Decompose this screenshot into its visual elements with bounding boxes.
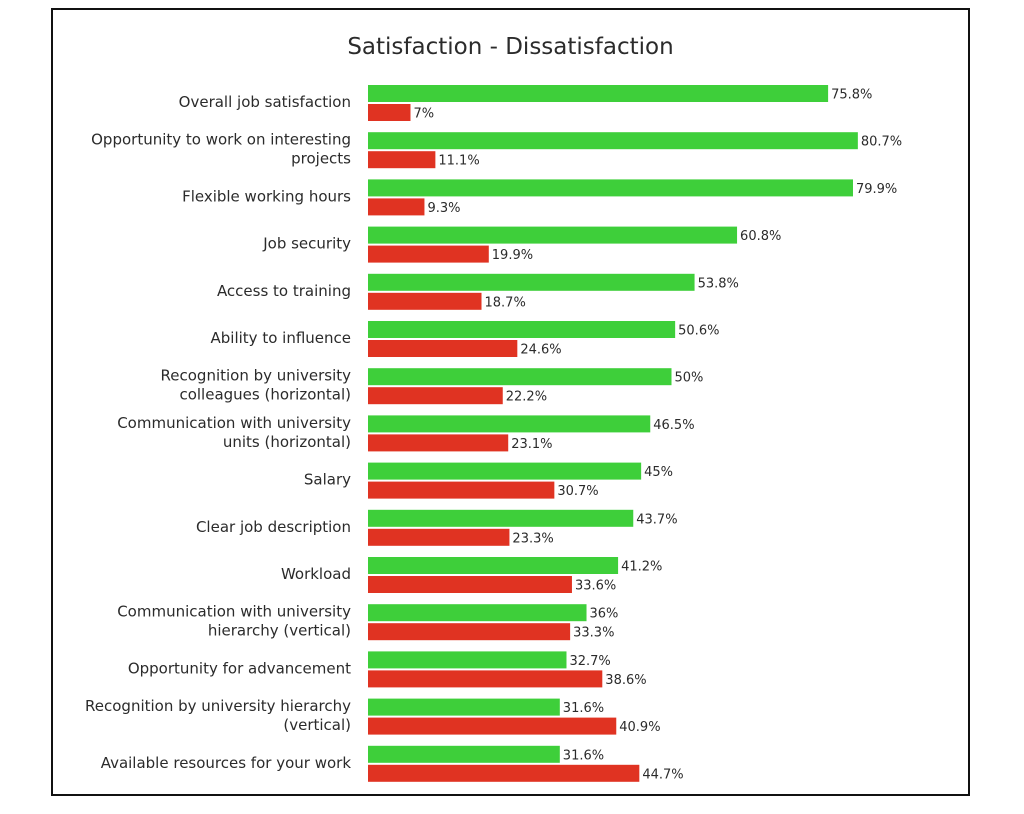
dissatisfaction-bar (368, 576, 572, 593)
data-label: 79.9% (856, 182, 897, 197)
satisfaction-bar (368, 321, 676, 338)
bar-chart: Overall job satisfaction 75.8% 7% Opportuni… (85, 85, 902, 782)
data-label: 43.7% (636, 512, 677, 527)
data-label: 19.9% (492, 248, 533, 263)
data-label: 33.3% (573, 626, 614, 641)
dissatisfaction-bar (368, 292, 482, 310)
dissatisfaction-bar (368, 623, 571, 641)
data-label: 40.9% (619, 720, 660, 735)
satisfaction-bar (368, 462, 642, 480)
data-label: 23.1% (511, 437, 552, 452)
category-label: Recognition by university hierarchy (vert… (85, 697, 351, 734)
satisfaction-bar (368, 85, 829, 102)
data-label: 32.7% (569, 654, 610, 669)
satisfaction-bar (368, 415, 651, 433)
category-label: Opportunity to work on interesting projec… (91, 131, 351, 168)
satisfaction-bar (368, 509, 634, 527)
category-label: Access to training (217, 282, 351, 300)
category-label: Flexible working hours (182, 187, 351, 205)
dissatisfaction-bar (368, 104, 411, 121)
dissatisfaction-bar (368, 528, 510, 546)
dissatisfaction-bar (368, 151, 436, 169)
category-label: Salary (304, 471, 351, 489)
data-label: 31.6% (563, 701, 604, 716)
data-label: 38.6% (605, 673, 646, 688)
data-label: 50.6% (678, 324, 719, 339)
category-label: Available resources for your work (101, 754, 352, 772)
satisfaction-bar (368, 368, 672, 386)
data-label: 41.2% (621, 560, 662, 575)
dissatisfaction-bar (368, 198, 425, 216)
category-label: Overall job satisfaction (179, 93, 351, 111)
category-label: Opportunity for advancement (128, 659, 351, 677)
data-label: 45% (644, 465, 673, 480)
data-label: 46.5% (653, 418, 694, 433)
category-label: Workload (281, 565, 351, 583)
satisfaction-bar (368, 651, 567, 669)
data-label: 7% (413, 107, 434, 122)
satisfaction-bar (368, 179, 853, 197)
data-label: 30.7% (557, 484, 598, 499)
satisfaction-bar (368, 698, 560, 716)
category-label: Communication with university units (hori… (117, 414, 351, 451)
chart-title: Satisfaction - Dissatisfaction (347, 34, 674, 60)
satisfaction-bar (368, 604, 587, 622)
data-label: 33.6% (575, 579, 616, 594)
category-label: Clear job description (196, 518, 351, 536)
data-label: 53.8% (698, 276, 739, 291)
data-label: 22.2% (506, 390, 547, 405)
data-label: 24.6% (520, 343, 561, 358)
dissatisfaction-bar (368, 245, 489, 263)
dissatisfaction-bar (368, 387, 503, 405)
dissatisfaction-bar (368, 717, 617, 735)
chart-frame: Satisfaction - Dissatisfaction Overall j… (51, 8, 970, 796)
satisfaction-bar (368, 132, 858, 150)
satisfaction-bar (368, 226, 738, 244)
category-label: Recognition by university colleagues (hor… (161, 367, 352, 404)
satisfaction-bar (368, 557, 619, 574)
category-label: Communication with university hierarchy (… (117, 603, 351, 640)
dissatisfaction-bar (368, 764, 640, 782)
data-label: 60.8% (740, 229, 781, 244)
satisfaction-bar (368, 745, 560, 763)
data-label: 75.8% (831, 88, 872, 103)
dissatisfaction-bar (368, 434, 509, 452)
dissatisfaction-bar (368, 340, 518, 357)
data-label: 23.3% (512, 531, 553, 546)
satisfaction-bar (368, 273, 695, 291)
data-label: 44.7% (642, 767, 683, 782)
data-label: 50% (675, 371, 704, 386)
category-label: Ability to influence (211, 329, 351, 347)
dissatisfaction-bar (368, 670, 603, 688)
data-label: 18.7% (485, 295, 526, 310)
dissatisfaction-bar (368, 481, 555, 499)
category-label: Job security (262, 235, 351, 253)
data-label: 11.1% (438, 154, 479, 169)
data-label: 9.3% (427, 201, 460, 216)
data-label: 80.7% (861, 135, 902, 150)
data-label: 31.6% (563, 748, 604, 763)
data-label: 36% (590, 607, 619, 622)
